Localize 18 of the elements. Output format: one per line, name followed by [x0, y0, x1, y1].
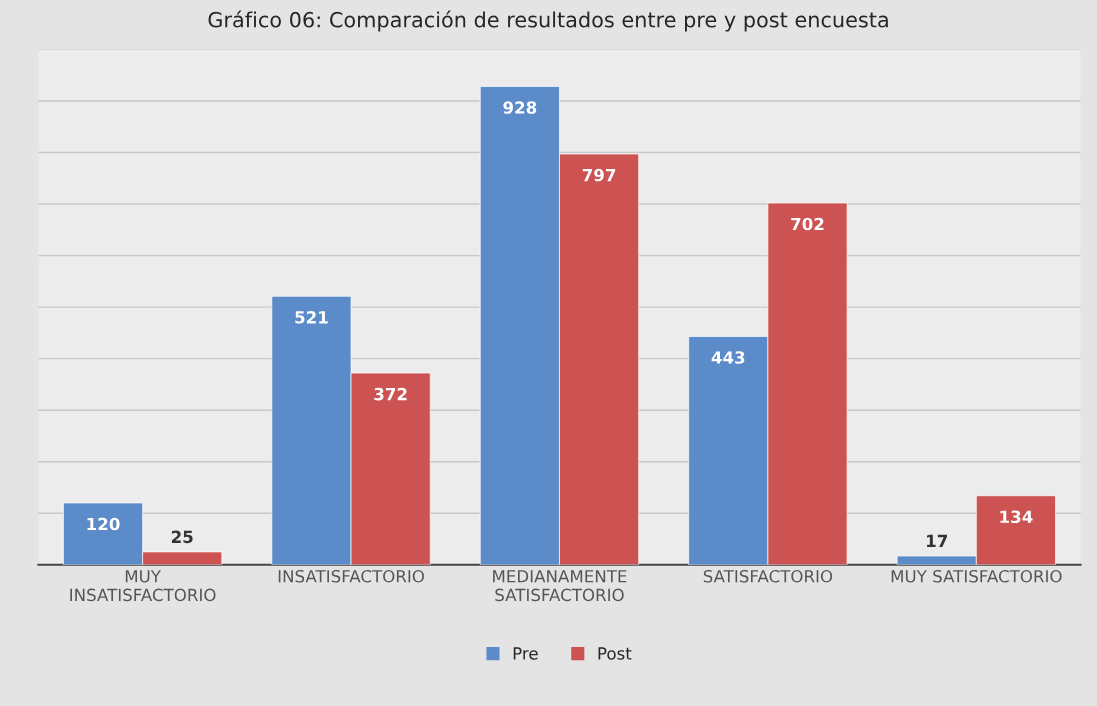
- data-label: 928: [503, 101, 537, 114]
- x-tick-label: MEDIANAMENTE SATISFACTORIO: [493, 570, 627, 602]
- x-tick-label: MUY SATISFACTORIO: [891, 569, 1062, 583]
- data-label: 521: [295, 311, 328, 324]
- data-label: 17: [927, 534, 947, 548]
- legend-label: Pre: [513, 647, 538, 660]
- data-label: 443: [711, 351, 745, 364]
- data-label: 134: [1000, 510, 1033, 524]
- data-label: 372: [374, 387, 407, 401]
- data-label: 797: [582, 168, 616, 182]
- x-tick-label: MUY INSATISFACTORIO: [70, 570, 216, 602]
- legend-label: Post: [598, 647, 632, 660]
- x-tick-label: INSATISFACTORIO: [278, 569, 424, 583]
- chart-title: Gráfico 06: Comparación de resultados entre pre y post encuesta: [208, 10, 888, 32]
- data-label: 25: [171, 530, 193, 544]
- data-label: 702: [791, 217, 824, 231]
- x-tick-label: SATISFACTORIO: [703, 569, 833, 583]
- data-label: 120: [87, 517, 120, 531]
